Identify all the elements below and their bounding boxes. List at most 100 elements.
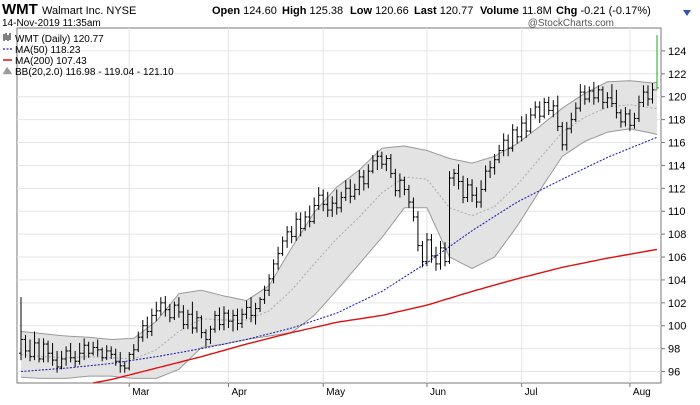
ohlc-bar	[339, 191, 344, 213]
legend-label-0: WMT (Daily) 120.77	[15, 34, 104, 45]
datetime-label: 14-Nov-2019 11:35am	[2, 18, 101, 29]
ohlc-bar	[172, 301, 177, 321]
ohlc-bar	[524, 113, 529, 138]
ohlc-bar	[91, 341, 96, 356]
ohlc-bar	[406, 184, 411, 208]
ohlc-bar	[82, 338, 87, 361]
ohlc-bar	[109, 346, 114, 359]
ohlc-bar	[46, 340, 51, 363]
ohlc-bar	[303, 211, 308, 231]
ohlc-bar	[560, 121, 565, 151]
ohlc-bar	[641, 85, 646, 108]
y-tick-label: 114	[668, 160, 686, 172]
x-tick-label: May	[326, 387, 345, 398]
ohlc-bar	[655, 35, 659, 91]
ohlc-bar	[235, 308, 240, 331]
ohlc-bar	[212, 310, 217, 333]
ohlc-bar	[488, 160, 493, 179]
ohlc-bar	[447, 171, 452, 264]
ohlc-bar	[77, 342, 82, 365]
ohlc-bar	[23, 334, 28, 358]
ohlc-bar	[217, 307, 222, 331]
x-tick-label: Apr	[231, 387, 247, 398]
ohlc-bar	[41, 338, 46, 363]
ohlc-bar	[64, 346, 69, 366]
y-tick-label: 120	[668, 92, 686, 104]
ohlc-bar	[614, 89, 619, 119]
ohlc-bar	[316, 187, 321, 211]
ohlc-bar	[357, 170, 362, 196]
ohlc-bar	[271, 259, 276, 284]
ohlc-bar	[118, 352, 123, 373]
quote-field-4: Volume 11.8M	[480, 5, 552, 17]
ohlc-bar	[330, 196, 335, 217]
bollinger-lower-line	[20, 128, 658, 379]
ohlc-bar	[555, 95, 560, 132]
ohlc-bar	[370, 155, 375, 174]
ohlc-bar	[190, 301, 195, 334]
y-tick-label: 98	[668, 344, 680, 356]
ohlc-bar	[443, 242, 447, 267]
ohlc-bar	[104, 345, 109, 361]
ohlc-bar	[645, 85, 650, 106]
ohlc-bar	[596, 85, 601, 103]
ohlc-bar	[415, 211, 420, 252]
legend-label-3: BB(20,2.0) 116.98 - 119.04 - 121.10	[15, 67, 174, 78]
ohlc-bar	[343, 180, 348, 201]
ohlc-bar	[397, 173, 402, 198]
ohlc-bar	[154, 301, 159, 322]
y-tick-label: 100	[668, 321, 686, 333]
ohlc-bar	[19, 297, 23, 361]
legend-label-2: MA(200) 107.43	[15, 56, 87, 67]
ohlc-bar	[158, 297, 163, 316]
ohlc-bar	[411, 197, 416, 222]
ohlc-bar	[312, 197, 317, 224]
y-tick-label: 106	[668, 252, 686, 264]
ohlc-bar	[68, 342, 73, 363]
ohlc-bar	[582, 85, 587, 105]
ohlc-bar	[86, 341, 91, 358]
x-tick-label: Mar	[132, 387, 150, 398]
ohlc-bar	[384, 155, 389, 172]
ohlc-bar	[176, 297, 181, 318]
ohlc-bar	[479, 180, 484, 208]
ohlc-bar	[145, 316, 150, 339]
ohlc-bar	[136, 331, 141, 353]
y-tick-label: 116	[668, 138, 686, 150]
ohlc-bar	[569, 112, 574, 134]
y-tick-label: 102	[668, 298, 686, 310]
y-axis: 96 98 100 102 104 106 108 110 112 114 116 118 120 122…	[661, 46, 686, 379]
ohlc-bar	[483, 165, 488, 192]
y-tick-label: 122	[668, 69, 686, 81]
quote-field-0: Open 124.60	[212, 5, 277, 17]
ohlc-bar	[636, 95, 641, 122]
ohlc-bar	[167, 303, 172, 323]
triangle-down-icon	[683, 10, 691, 16]
ohlc-bar	[253, 302, 258, 325]
ohlc-bar	[375, 150, 380, 170]
ohlc-bar	[501, 133, 506, 157]
ohlc-bar	[267, 274, 272, 296]
company-label: Walmart Inc. NYSE	[42, 5, 136, 17]
ohlc-bar	[528, 108, 533, 134]
ohlc-bar	[95, 339, 100, 357]
ohlc-bar	[506, 134, 511, 157]
y-tick-label: 104	[668, 275, 686, 287]
y-tick-label: 124	[668, 46, 686, 58]
ohlc-bar	[325, 191, 330, 217]
ohlc-bar	[465, 178, 470, 203]
ohlc-bar	[600, 86, 605, 110]
ohlc-bar	[366, 164, 371, 189]
y-tick-label: 118	[668, 115, 686, 127]
legend-label-1: MA(50) 118.23	[15, 45, 81, 56]
ohlc-bar	[402, 176, 407, 196]
ohlc-bar	[537, 101, 542, 124]
ohlc-bar	[632, 112, 637, 129]
ohlc-bar	[388, 153, 393, 179]
x-tick-label: Jun	[430, 387, 446, 398]
ohlc-bar	[50, 342, 55, 366]
x-axis: MarAprMayJunJulAugSepOctNov	[128, 383, 651, 398]
